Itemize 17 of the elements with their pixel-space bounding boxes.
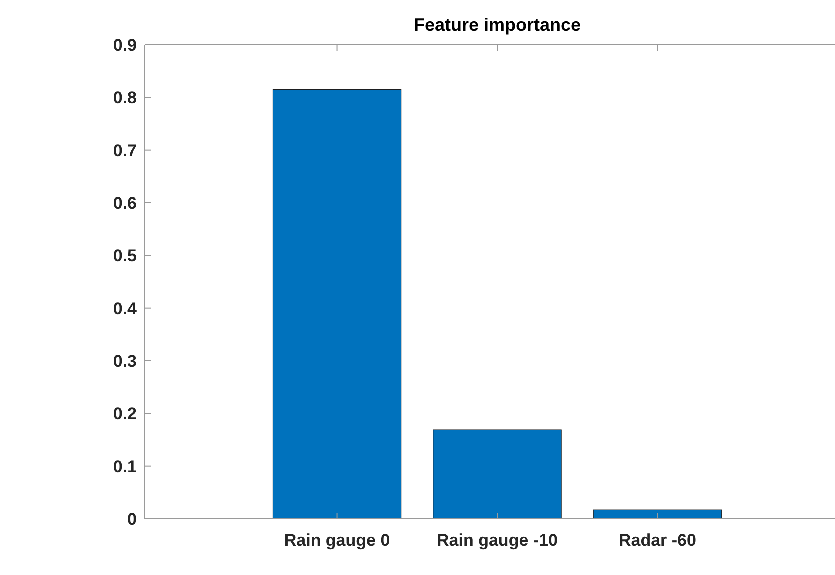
y-tick-label: 0.9 <box>113 36 137 55</box>
x-tick-label: Radar -60 <box>618 530 696 550</box>
y-tick-label: 0.6 <box>113 194 137 213</box>
y-tick-label: 0.8 <box>113 88 137 108</box>
y-tick-label: 0 <box>128 510 137 529</box>
y-tick-label: 0.5 <box>113 246 137 266</box>
y-tick-label: 0.3 <box>113 352 137 371</box>
chart-title: Feature importance <box>414 15 582 35</box>
bar <box>593 510 722 520</box>
y-tick-label: 0.1 <box>113 457 137 476</box>
y-tick-label: 0.7 <box>113 141 137 160</box>
y-tick-label: 0.4 <box>113 299 138 318</box>
y-tick-label: 0.2 <box>113 404 137 424</box>
bar <box>433 430 562 520</box>
x-tick-label: Rain gauge -10 <box>437 530 558 550</box>
x-tick-label: Rain gauge 0 <box>284 530 390 550</box>
bar <box>272 90 402 520</box>
